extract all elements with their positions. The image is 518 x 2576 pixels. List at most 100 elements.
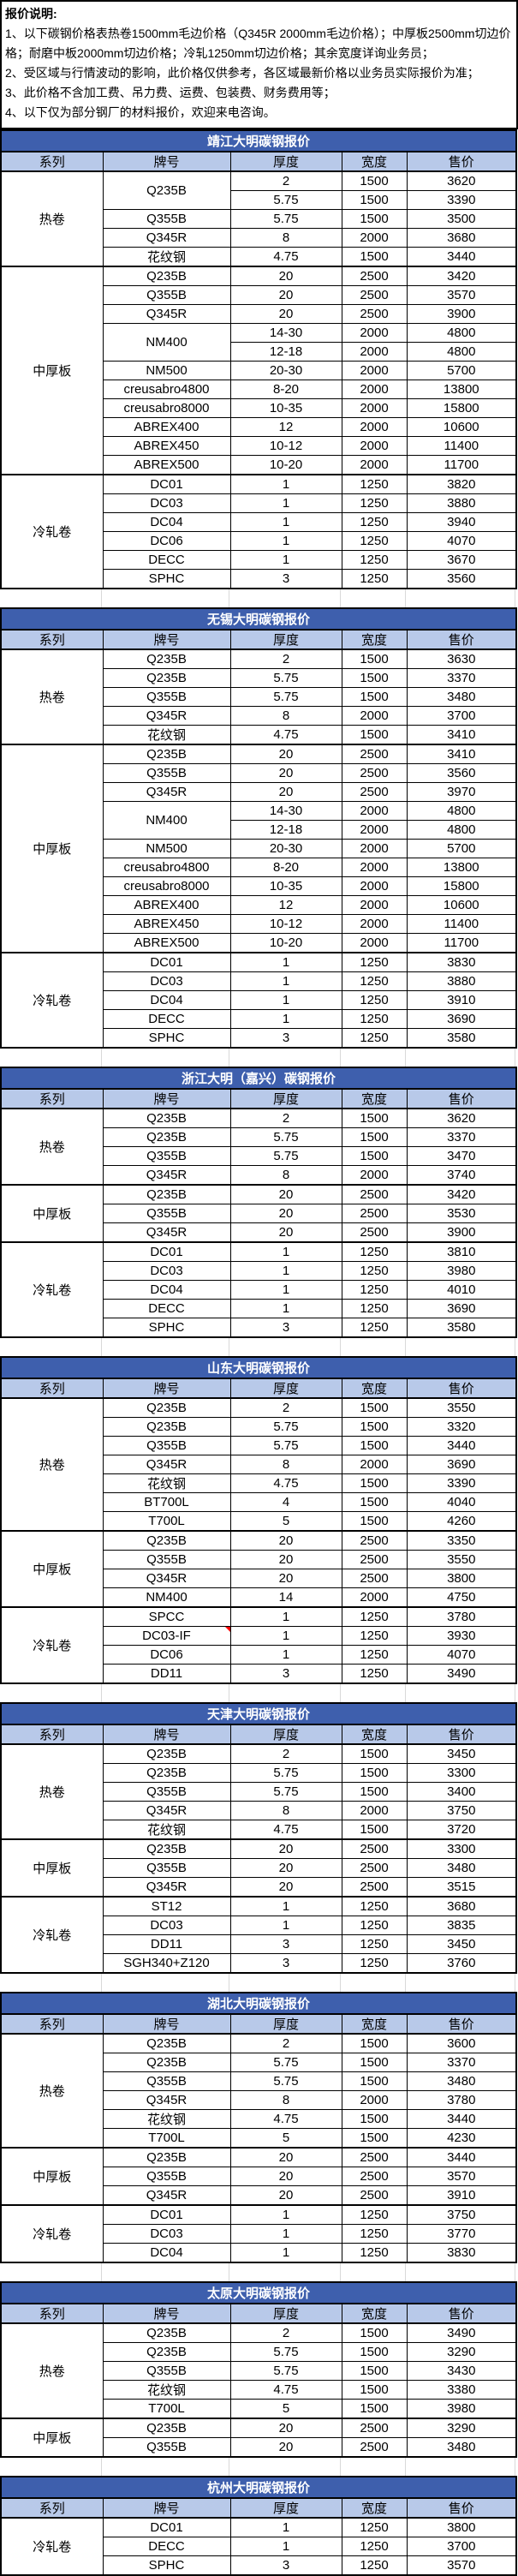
table-row: Q345R 8 2000 3750	[1, 1801, 517, 1820]
thickness-cell: 3	[229, 2555, 342, 2576]
width-cell: 1500	[341, 2380, 408, 2400]
thickness-cell: 1	[229, 1261, 342, 1281]
price-cell: 3770	[406, 2224, 517, 2244]
thickness-cell: 4.75	[229, 2380, 342, 2400]
series-cell: 中厚板	[0, 1530, 104, 1608]
thickness-cell: 5.75	[229, 190, 342, 210]
price-cell: 3290	[406, 2418, 517, 2438]
spreadsheet-gap	[0, 1049, 515, 1067]
price-cell: 3370	[406, 668, 517, 688]
table-row: 冷轧卷 DC01 1 1250 3810	[0, 1241, 517, 1338]
table-row: DECC 1 1250 3690	[1, 1009, 517, 1029]
thickness-cell: 20	[229, 744, 342, 764]
price-cell: 3420	[406, 266, 517, 286]
width-cell: 2000	[341, 1165, 408, 1186]
grade-cell: ABREX400	[102, 417, 231, 437]
column-header: 厚度	[229, 151, 342, 172]
price-cell: 3400	[406, 1782, 517, 1802]
thickness-cell: 1	[229, 493, 342, 513]
grade-cell: T700L	[102, 2128, 231, 2149]
thickness-cell: 20-30	[229, 361, 342, 380]
grade-cell: Q355B	[102, 1436, 231, 1455]
column-header: 宽度	[341, 1724, 408, 1745]
grade-cell: Q355B	[102, 2361, 231, 2381]
thickness-cell: 1	[229, 2537, 342, 2556]
width-cell: 2500	[341, 2437, 408, 2458]
column-header: 牌号	[102, 1378, 231, 1399]
price-table: 天津大明碳钢报价 系列 牌号 厚度 宽度 售价 热卷 Q235B 2 1500 3450 Q235B 5…	[0, 1702, 518, 1974]
width-cell: 1500	[341, 1436, 408, 1455]
table-title-row: 无锡大明碳钢报价	[0, 607, 518, 631]
width-cell: 1250	[341, 990, 408, 1010]
table-row: creusabro4800 8-20 2000 13800	[1, 858, 517, 877]
table-row: 花纹钢 4.75 1500 3440	[1, 2109, 517, 2129]
thickness-cell: 5.75	[229, 2361, 342, 2381]
price-cell: 4230	[406, 2128, 517, 2149]
grade-cell: DC04	[102, 1280, 231, 1300]
column-header: 系列	[0, 629, 104, 650]
table-row: 中厚板 Q235B 20 2500 3300	[0, 1838, 517, 1898]
table-row: DC04 1 1250 3910	[1, 990, 517, 1010]
column-header: 牌号	[102, 1724, 231, 1745]
grade-cell: Q235B	[102, 1397, 231, 1418]
width-cell: 1500	[341, 1146, 408, 1166]
width-cell: 1250	[341, 1953, 408, 1974]
column-header: 宽度	[341, 629, 408, 650]
table-row: 热卷 Q235B 2 1500 3450	[0, 1743, 517, 1840]
width-cell: 1250	[341, 512, 408, 532]
price-cell: 3740	[406, 1165, 517, 1186]
table-row: 中厚板 Q235B 20 2500 3440	[0, 2147, 517, 2206]
thickness-cell: 1	[229, 952, 342, 972]
thickness-cell: 10-12	[229, 436, 342, 456]
width-cell: 2500	[341, 2147, 408, 2167]
width-cell: 1500	[341, 2109, 408, 2129]
grade-cell: DC03	[102, 1261, 231, 1281]
table-row: Q345R 20 2500 3515	[1, 1877, 517, 1898]
series-cell: 热卷	[0, 170, 104, 267]
price-cell: 3370	[406, 2053, 517, 2072]
grade-cell: DC03	[102, 2224, 231, 2244]
width-cell: 1500	[341, 2071, 408, 2091]
grade-cell: Q235B	[102, 744, 231, 764]
price-table: 湖北大明碳钢报价 系列 牌号 厚度 宽度 售价 热卷 Q235B 2 1500 3600 Q235B 5…	[0, 1992, 518, 2263]
grade-cell: SPHC	[102, 569, 231, 589]
width-cell: 1500	[341, 1743, 408, 1764]
column-header: 厚度	[229, 1378, 342, 1399]
thickness-cell: 1	[229, 990, 342, 1010]
price-cell: 3430	[406, 2361, 517, 2381]
width-cell: 2500	[341, 1184, 408, 1204]
grade-cell: Q345R	[102, 782, 231, 802]
column-header-row: 系列 牌号 厚度 宽度 售价	[0, 2497, 517, 2519]
series-cell: 热卷	[0, 1108, 104, 1186]
thickness-cell: 3	[229, 1953, 342, 1974]
thickness-cell: 2	[229, 648, 342, 669]
price-cell: 3290	[406, 2342, 517, 2362]
price-cell: 3550	[406, 1397, 517, 1418]
thickness-cell: 1	[229, 1280, 342, 1300]
note-line-4: 4、以下仅为部分钢厂的材料报价，欢迎来电咨询。	[5, 105, 276, 119]
column-header: 宽度	[341, 2013, 408, 2035]
grade-cell: DD11	[102, 1664, 231, 1684]
width-cell: 1250	[341, 1606, 408, 1627]
column-header: 宽度	[341, 1378, 408, 1399]
price-cell: 11400	[406, 914, 517, 934]
table-row: 冷轧卷 DC01 1 1250 3750	[0, 2204, 517, 2263]
grade-cell: BT700L	[102, 1492, 231, 1512]
spreadsheet-gap	[0, 1974, 515, 1992]
thickness-cell: 20	[229, 1838, 342, 1859]
width-cell: 1500	[341, 247, 408, 267]
width-cell: 1250	[341, 2224, 408, 2244]
grade-cell: Q345R	[102, 1222, 231, 1243]
thickness-cell: 12-18	[229, 820, 342, 840]
thickness-cell: 10-35	[229, 398, 342, 418]
table-row: 花纹钢 4.75 1500 3380	[1, 2380, 517, 2400]
width-cell: 2500	[341, 2418, 408, 2438]
thickness-cell: 1	[229, 1241, 342, 1262]
price-cell: 3830	[406, 952, 517, 972]
grade-cell: Q235B	[102, 170, 231, 210]
grade-cell: Q235B	[102, 648, 231, 669]
table-row: 中厚板 Q235B 20 2500 3290	[0, 2418, 517, 2458]
grade-cell: ST12	[102, 1896, 231, 1916]
spreadsheet-gap	[0, 1338, 515, 1356]
grade-cell: Q345R	[102, 304, 231, 324]
